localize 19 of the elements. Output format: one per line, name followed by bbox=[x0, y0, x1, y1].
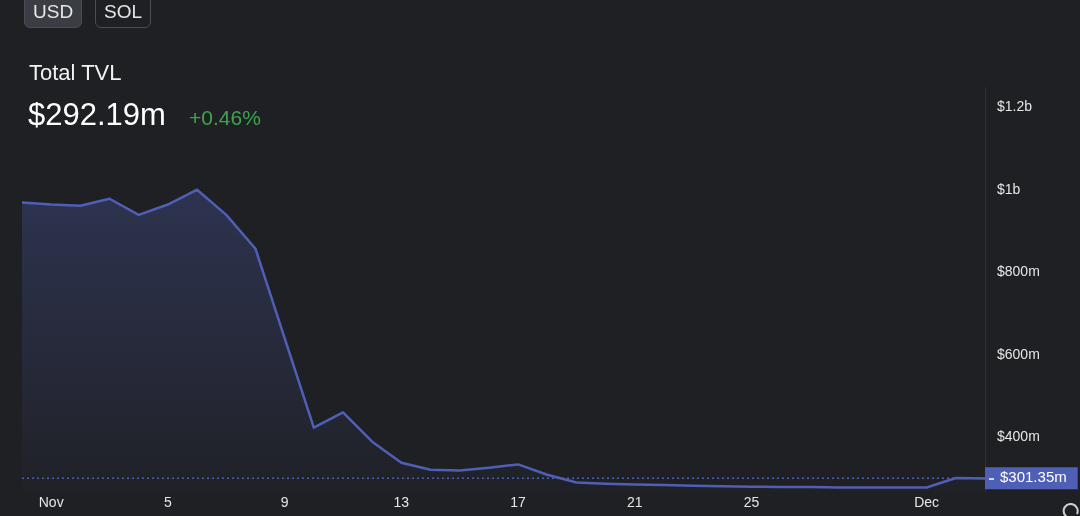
x-tick-label: 5 bbox=[164, 494, 173, 511]
x-tick-label: 9 bbox=[280, 494, 289, 511]
chart-subtitle: $292.19m bbox=[28, 97, 166, 133]
x-tick-label: Nov bbox=[38, 494, 64, 511]
ref-line-label: $301.35m bbox=[1000, 468, 1067, 486]
y-tick-label: $800m bbox=[997, 263, 1040, 280]
text: SOL bbox=[95, 0, 152, 28]
text: USD bbox=[24, 0, 83, 28]
x-tick-label: 25 bbox=[743, 494, 760, 511]
y-tick-label: $1.2b bbox=[997, 98, 1033, 115]
x-tick-label: 13 bbox=[393, 494, 410, 511]
y-tick-label: $400m bbox=[997, 428, 1040, 445]
x-tick-label: 21 bbox=[627, 494, 643, 511]
x-tick-label: 17 bbox=[510, 494, 527, 511]
x-tick-label: Dec bbox=[914, 494, 940, 511]
chart-title: Total TVL bbox=[29, 60, 122, 86]
annotation: +0.46% bbox=[189, 106, 261, 130]
y-tick-label: $1b bbox=[997, 180, 1021, 197]
y-tick-label: $600m bbox=[997, 345, 1040, 362]
